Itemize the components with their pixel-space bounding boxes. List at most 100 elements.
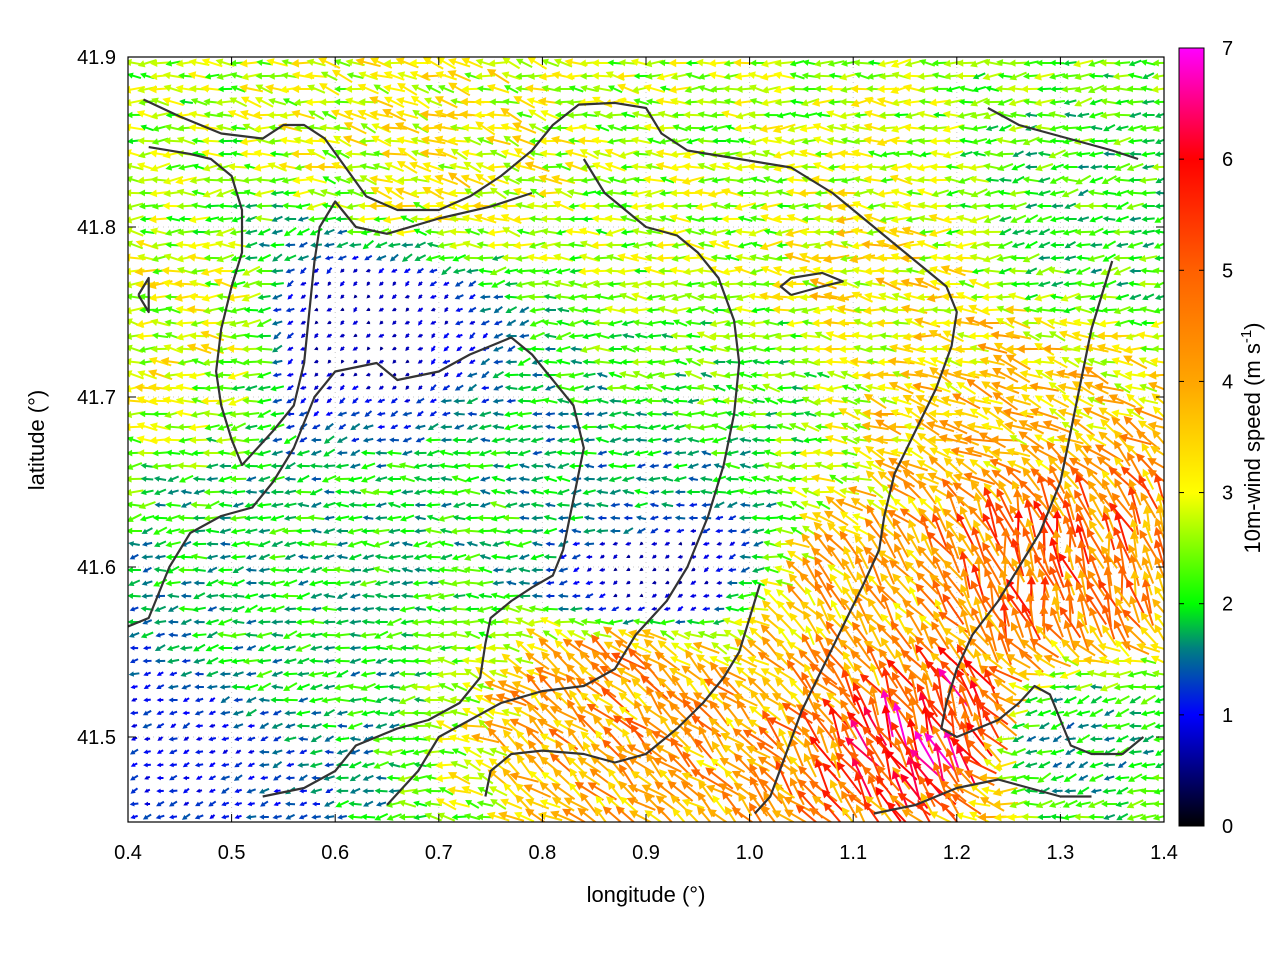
wind-arrow-head xyxy=(1076,254,1082,261)
wind-arrow-head xyxy=(867,59,874,66)
wind-arrow xyxy=(1152,239,1169,252)
wind-arrow-head xyxy=(865,163,873,171)
wind-arrow-head xyxy=(1129,216,1135,223)
wind-arrow xyxy=(1126,85,1143,93)
wind-arrow-head xyxy=(370,120,380,130)
wind-arrow-head xyxy=(203,229,210,237)
wind-arrow-head xyxy=(835,228,845,238)
wind-arrow xyxy=(1050,60,1065,67)
wind-arrow xyxy=(1022,175,1040,184)
wind-arrow-head xyxy=(1038,255,1044,261)
wind-arrow-head xyxy=(283,256,291,264)
wind-arrow-head xyxy=(876,253,884,262)
wind-arrow-head xyxy=(655,96,664,105)
wind-arrow xyxy=(1140,189,1156,196)
wind-arrow xyxy=(607,175,624,186)
wind-arrow-head xyxy=(697,137,704,145)
wind-arrow-head xyxy=(734,163,742,171)
wind-arrow xyxy=(944,202,961,210)
wind-arrow-head xyxy=(271,268,277,274)
wind-arrow-head xyxy=(578,267,586,276)
wind-arrow-head xyxy=(711,216,717,223)
wind-arrow xyxy=(361,238,376,251)
wind-arrow xyxy=(982,212,1001,225)
wind-arrow xyxy=(227,162,248,171)
wind-arrow xyxy=(218,138,232,145)
wind-arrow xyxy=(445,169,472,192)
wind-arrow xyxy=(1025,164,1037,170)
wind-arrow-head xyxy=(760,60,769,69)
wind-arrow-head xyxy=(837,163,845,172)
wind-arrow xyxy=(971,84,986,94)
wind-arrow-head xyxy=(982,266,990,274)
wind-arrow-head xyxy=(231,203,237,209)
wind-arrow-head xyxy=(554,241,561,248)
wind-arrow xyxy=(1024,228,1038,236)
wind-arrow-head xyxy=(837,149,846,158)
wind-arrow xyxy=(1112,71,1132,80)
wind-arrow xyxy=(271,268,284,275)
wind-arrow-head xyxy=(1037,243,1044,251)
wind-arrow-head xyxy=(424,82,433,91)
wind-arrow-head xyxy=(305,173,314,183)
wind-arrow xyxy=(1113,111,1130,118)
wind-arrow-head xyxy=(568,241,575,248)
wind-arrow xyxy=(592,84,612,95)
wind-arrow-head xyxy=(591,135,600,144)
wind-arrow xyxy=(1138,253,1158,264)
wind-arrow xyxy=(285,242,296,248)
wind-arrow xyxy=(917,71,937,80)
wind-arrow-head xyxy=(554,161,562,170)
wind-arrow-head xyxy=(228,94,238,104)
wind-arrow xyxy=(802,58,818,68)
wind-arrow xyxy=(400,252,414,264)
wind-arrow-head xyxy=(304,163,312,172)
wind-arrow-head xyxy=(969,100,978,109)
wind-arrow xyxy=(853,59,872,67)
wind-arrow-head xyxy=(446,110,455,119)
wind-arrow-head xyxy=(452,268,459,275)
wind-arrow xyxy=(190,201,207,211)
wind-arrow xyxy=(998,176,1011,183)
wind-arrow xyxy=(256,226,271,238)
wind-arrow xyxy=(324,255,333,262)
wind-arrow-head xyxy=(591,159,601,169)
wind-arrow-head xyxy=(267,111,274,119)
wind-arrow xyxy=(325,266,334,275)
wind-arrow-head xyxy=(290,107,300,117)
wind-arrow xyxy=(382,183,406,202)
wind-arrow xyxy=(1129,215,1142,223)
wind-arrow xyxy=(329,107,355,124)
wind-arrow-head xyxy=(671,242,679,250)
wind-arrow xyxy=(1061,85,1080,94)
wind-arrow-head xyxy=(1102,229,1108,236)
wind-arrow-head xyxy=(349,242,355,248)
wind-arrow-head xyxy=(502,188,510,196)
wind-arrow-head xyxy=(227,162,235,170)
wind-arrow-head xyxy=(162,82,171,91)
wind-arrow-head xyxy=(669,163,677,172)
wind-arrow-head xyxy=(474,98,482,106)
wind-arrow-head xyxy=(630,135,639,144)
wind-arrow-head xyxy=(668,59,676,67)
wind-arrow-head xyxy=(285,269,291,276)
wind-arrow xyxy=(1102,164,1115,170)
wind-arrow-head xyxy=(428,269,434,275)
wind-arrow xyxy=(1141,137,1155,144)
wind-arrow-head xyxy=(1009,138,1016,146)
wind-arrow-head xyxy=(813,72,820,80)
wind-arrow-head xyxy=(149,72,157,80)
wind-arrow-head xyxy=(929,176,937,184)
wind-arrow-head xyxy=(839,98,846,106)
wind-arrow-head xyxy=(512,215,521,224)
wind-arrow xyxy=(1049,214,1065,223)
wind-arrow-head xyxy=(827,177,834,184)
wind-arrow-head xyxy=(605,252,613,261)
wind-arrow xyxy=(581,188,597,197)
wind-arrow-head xyxy=(734,227,742,235)
wind-arrow-head xyxy=(555,151,562,158)
wind-arrow-head xyxy=(564,147,574,157)
wind-arrow-head xyxy=(972,74,980,82)
wind-arrow-head xyxy=(865,186,874,195)
wind-arrow-head xyxy=(694,203,703,213)
